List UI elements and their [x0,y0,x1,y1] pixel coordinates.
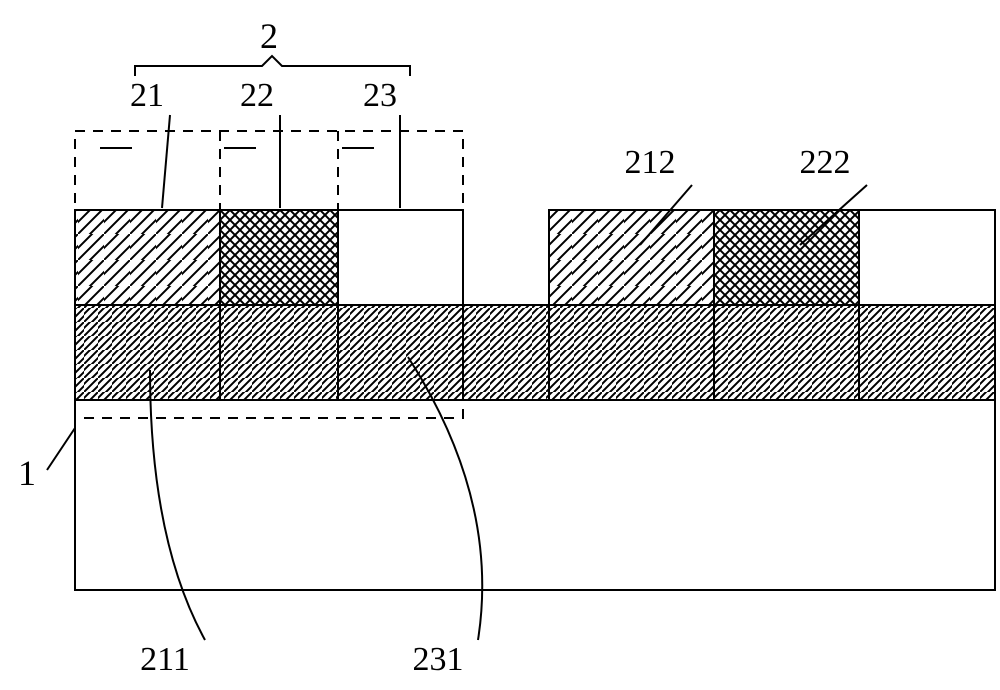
label-23: 23 [363,77,397,114]
label-222: 222 [800,144,851,181]
substrate [75,400,995,590]
layer-211 [75,305,463,400]
label-211: 211 [140,641,190,678]
layer-b-col3-top [859,210,995,305]
leader-1 [47,428,75,470]
label-22: 22 [240,77,274,114]
layer-231-gap [463,305,549,400]
layer-a-22-top [220,210,338,305]
layer-a-21-top [75,210,220,305]
layer-222 [714,210,859,305]
label-21: 21 [130,77,164,114]
brace-2 [135,56,410,76]
leaders-top [100,115,400,208]
label-212: 212 [625,144,676,181]
label-2: 2 [260,16,278,56]
label-1: 1 [18,453,36,493]
layer-a-23-top [338,210,463,305]
diagram-canvas: 2 21 22 23 212 222 1 211 231 [0,0,1000,690]
layer-212 [549,210,714,305]
label-231: 231 [413,641,464,678]
layer-b-row1 [549,305,995,400]
